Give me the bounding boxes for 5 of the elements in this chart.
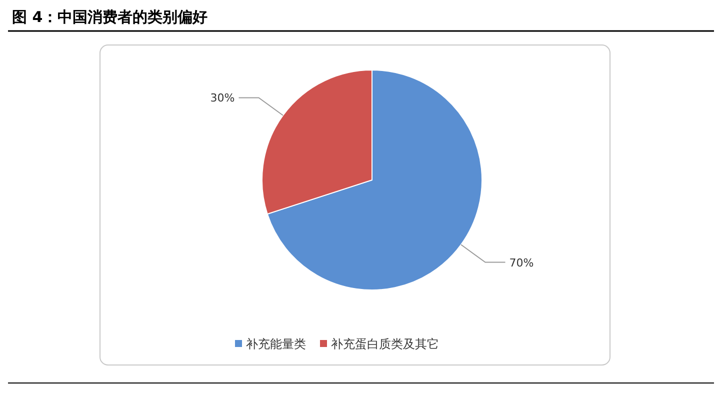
- data-label: 70%: [509, 256, 534, 270]
- legend-label: 补充能量类: [246, 337, 306, 351]
- data-label: 30%: [210, 92, 235, 105]
- chart-title: 图 4：中国消费者的类别偏好: [12, 8, 208, 26]
- legend-label: 补充蛋白质类及其它: [331, 337, 439, 351]
